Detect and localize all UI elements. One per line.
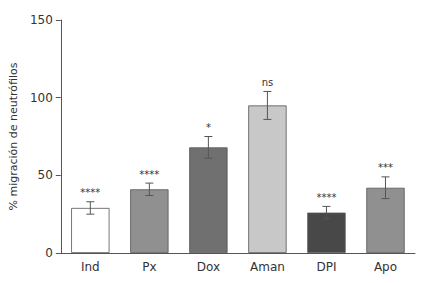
svg-text:150: 150 — [30, 13, 53, 27]
svg-text:100: 100 — [30, 91, 53, 105]
svg-text:ns: ns — [262, 77, 274, 88]
svg-text:****: **** — [80, 187, 100, 198]
svg-text:0: 0 — [45, 246, 53, 260]
svg-text:Dox: Dox — [197, 260, 220, 274]
svg-text:Aman: Aman — [250, 260, 285, 274]
svg-text:Px: Px — [142, 260, 156, 274]
svg-text:****: **** — [139, 169, 159, 180]
svg-text:% migración de neutrófilos: % migración de neutrófilos — [7, 62, 20, 210]
svg-text:****: **** — [316, 192, 336, 203]
svg-text:Ind: Ind — [81, 260, 100, 274]
svg-text:DPI: DPI — [316, 260, 336, 274]
svg-text:*: * — [206, 122, 211, 133]
svg-text:Apo: Apo — [374, 260, 397, 274]
svg-text:***: *** — [378, 162, 393, 173]
svg-text:50: 50 — [38, 168, 53, 182]
